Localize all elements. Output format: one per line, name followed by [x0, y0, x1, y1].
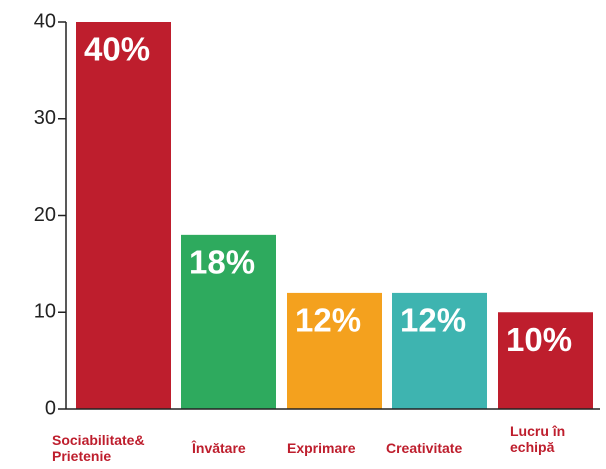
x-tick-label: Învătare	[192, 440, 246, 456]
y-tick-label: 20	[34, 204, 56, 226]
x-tick-label: Exprimare	[287, 440, 356, 456]
bar	[181, 234, 276, 409]
value-label: 10%	[506, 321, 572, 358]
value-label: 40%	[84, 31, 150, 68]
value-label: 12%	[400, 302, 466, 339]
bar	[76, 22, 171, 409]
bar	[392, 292, 487, 409]
x-tick-label: Creativitate	[386, 440, 463, 456]
x-tick-label: Sociabilitate& Prietenie	[52, 432, 145, 464]
y-tick-label: 0	[45, 397, 56, 419]
bar	[498, 312, 593, 409]
y-tick-label: 30	[34, 107, 56, 129]
value-label: 18%	[189, 244, 255, 281]
value-label: 12%	[295, 302, 361, 339]
y-tick-label: 40	[34, 10, 56, 32]
x-tick-label: Lucru în echipă	[510, 423, 566, 455]
bar	[287, 292, 382, 409]
y-tick-label: 10	[34, 301, 56, 323]
